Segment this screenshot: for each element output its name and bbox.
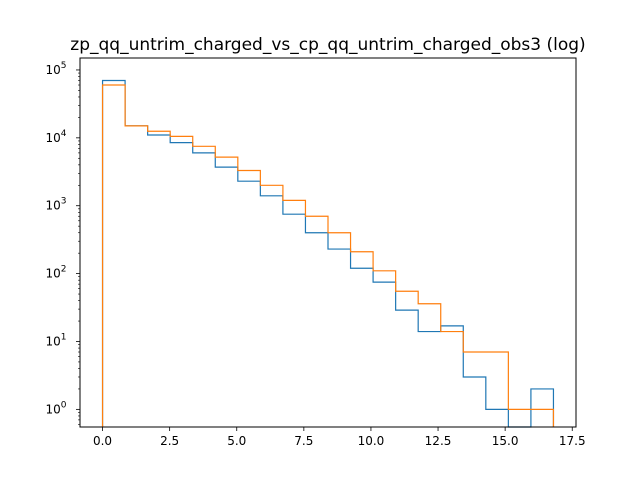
y-axis: 100 101 102 103 104 105	[45, 61, 80, 425]
series-layer	[101, 79, 555, 428]
x-tick-label: 5.0	[227, 434, 246, 448]
y-tick-label: 103	[45, 197, 66, 213]
x-tick-label: 15.0	[492, 434, 519, 448]
x-tick-label: 2.5	[160, 434, 179, 448]
y-tick-label: 100	[45, 400, 66, 416]
x-axis: 0.0 2.5 5.0 7.5 10.0 12.5 15.0 17.5	[93, 427, 586, 448]
y-tick-label: 101	[45, 332, 66, 348]
histogram-series-1	[101, 79, 555, 428]
y-tick-label: 102	[45, 265, 66, 281]
x-tick-label: 17.5	[559, 434, 586, 448]
x-tick-label: 0.0	[93, 434, 112, 448]
x-tick-label: 12.5	[425, 434, 452, 448]
chart-title: zp_qq_untrim_charged_vs_cp_qq_untrim_cha…	[70, 35, 585, 55]
x-tick-label: 7.5	[294, 434, 313, 448]
y-tick-label: 104	[45, 129, 66, 145]
plot-frame	[79, 57, 577, 428]
y-tick-label: 105	[45, 61, 66, 77]
histogram-series-2	[101, 84, 555, 427]
x-tick-label: 10.0	[358, 434, 385, 448]
